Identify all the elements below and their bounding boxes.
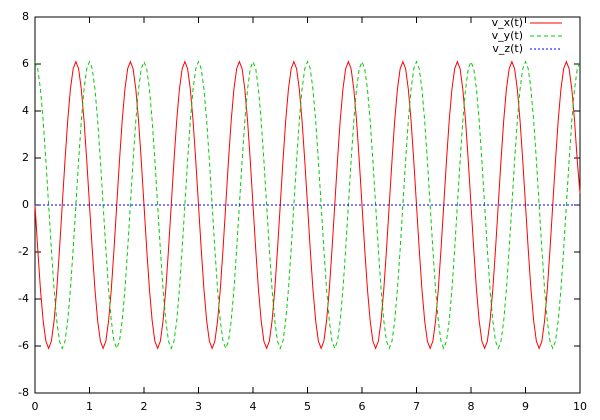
legend-label: v_y(t) [492,29,523,42]
y-tick-label: -8 [18,386,29,399]
y-tick-label: 0 [22,198,29,211]
x-tick-label: 4 [250,400,257,413]
x-tick-label: 9 [522,400,529,413]
x-tick-label: 5 [304,400,311,413]
y-tick-label: 4 [22,104,29,117]
y-tick-label: -4 [18,292,29,305]
x-tick-label: 7 [413,400,420,413]
x-tick-label: 6 [359,400,366,413]
series-line [34,60,581,350]
x-tick-label: 1 [86,400,93,413]
legend-label: v_x(t) [492,16,523,29]
x-tick-label: 3 [195,400,202,413]
y-tick-label: 8 [22,10,29,23]
y-tick-label: -6 [18,339,29,352]
legend-label: v_z(t) [492,42,523,55]
y-tick-label: -2 [18,245,29,258]
y-tick-label: 2 [22,151,29,164]
x-tick-label: 8 [468,400,475,413]
x-tick-label: 2 [141,400,148,413]
y-tick-label: 6 [22,57,29,70]
x-tick-label: 0 [32,400,39,413]
x-tick-label: 10 [573,400,587,413]
